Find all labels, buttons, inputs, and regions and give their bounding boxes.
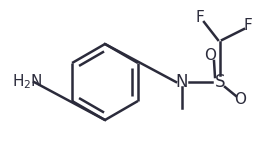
Text: H$_2$N: H$_2$N xyxy=(12,73,43,91)
Text: N: N xyxy=(176,73,188,91)
Text: S: S xyxy=(215,73,225,91)
Text: O: O xyxy=(234,93,246,108)
Text: F: F xyxy=(196,11,204,26)
Text: O: O xyxy=(204,48,216,63)
Text: F: F xyxy=(244,18,252,33)
